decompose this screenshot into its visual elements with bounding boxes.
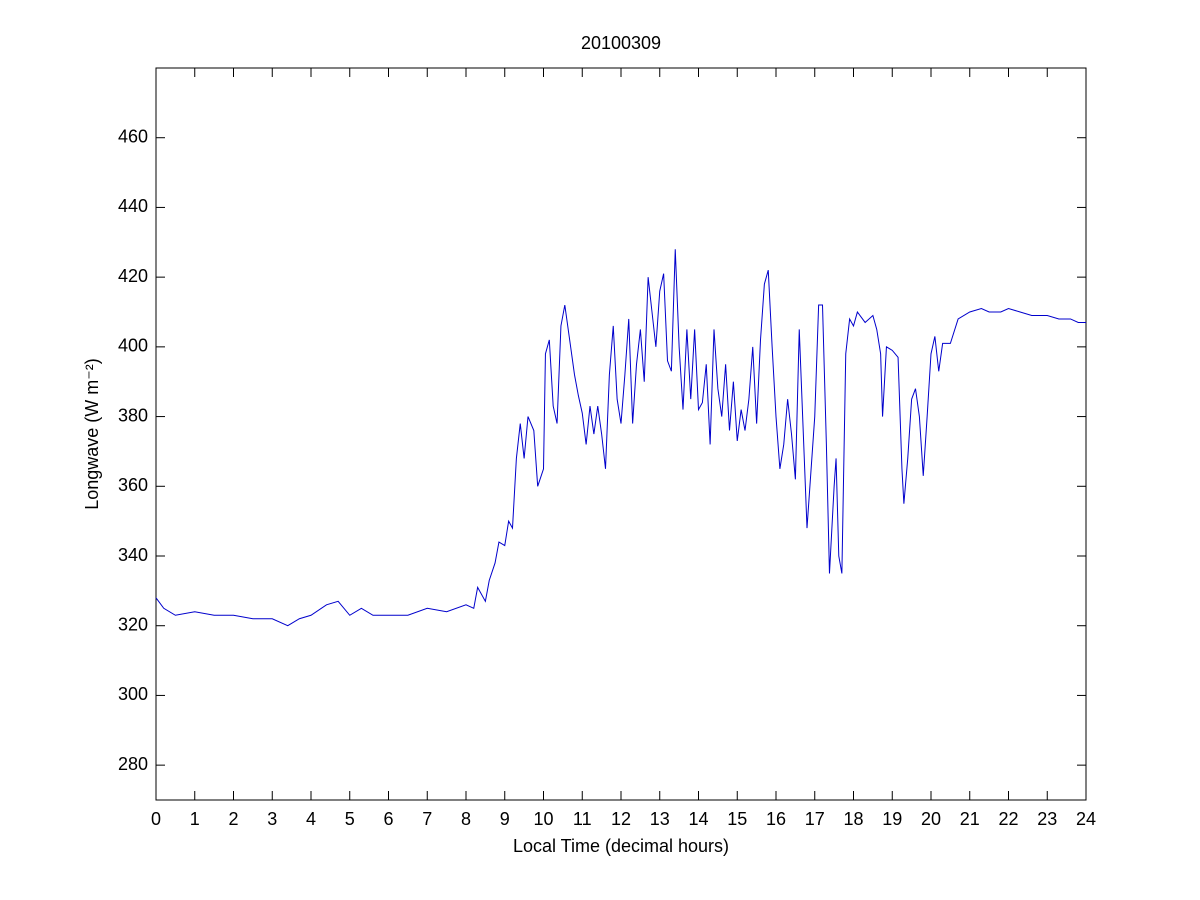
x-tick-label: 12	[611, 809, 631, 829]
x-tick-label: 16	[766, 809, 786, 829]
y-tick-label: 360	[118, 475, 148, 495]
x-tick-label: 15	[727, 809, 747, 829]
plot-frame	[155, 67, 1087, 801]
x-tick-label: 8	[461, 809, 471, 829]
x-tick-label: 6	[383, 809, 393, 829]
y-tick-label: 280	[118, 754, 148, 774]
x-tick-label: 21	[960, 809, 980, 829]
x-tick-label: 0	[151, 809, 161, 829]
y-tick-label: 420	[118, 266, 148, 286]
x-axis-label: Local Time (decimal hours)	[513, 836, 729, 856]
x-tick-label: 18	[843, 809, 863, 829]
x-tick-label: 5	[345, 809, 355, 829]
x-tick-label: 2	[228, 809, 238, 829]
y-tick-label: 400	[118, 336, 148, 356]
y-tick-label: 460	[118, 126, 148, 146]
x-tick-label: 22	[998, 809, 1018, 829]
chart-title: 20100309	[581, 33, 661, 53]
x-tick-label: 11	[573, 809, 592, 829]
x-tick-label: 4	[306, 809, 316, 829]
x-tick-label: 9	[500, 809, 510, 829]
x-tick-label: 3	[267, 809, 277, 829]
y-axis-label: Longwave (W m⁻²)	[82, 358, 102, 510]
x-tick-label: 7	[422, 809, 432, 829]
y-tick-label: 380	[118, 405, 148, 425]
x-tick-label: 20	[921, 809, 941, 829]
data-line	[155, 249, 1086, 627]
x-tick-label: 19	[882, 809, 902, 829]
x-tick-label: 17	[805, 809, 825, 829]
x-tick-label: 14	[688, 809, 708, 829]
x-tick-label: 10	[533, 809, 553, 829]
y-tick-label: 340	[118, 545, 148, 565]
x-tick-label: 13	[650, 809, 670, 829]
y-tick-label: 300	[118, 684, 148, 704]
x-tick-label: 24	[1076, 809, 1096, 829]
x-tick-label: 23	[1037, 809, 1057, 829]
y-tick-label: 440	[118, 196, 148, 216]
x-tick-label: 1	[190, 809, 200, 829]
y-tick-label: 320	[118, 614, 148, 634]
